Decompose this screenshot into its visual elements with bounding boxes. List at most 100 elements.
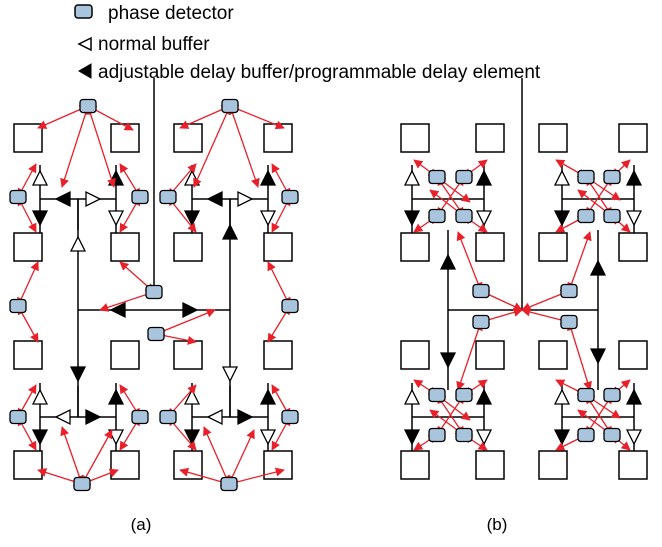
phase-detector [577,169,595,185]
sink-box [13,232,43,262]
adjustable-buffer [54,190,71,208]
phase-detector [577,208,595,224]
normal-buffer [69,235,87,252]
phase-arrow [267,261,291,307]
adjustable-buffer [31,210,49,227]
sink-box [475,232,505,262]
sink-box [110,232,140,262]
phase-detector [145,284,163,300]
phase-detector [560,283,578,299]
phase-detector [455,169,473,185]
adjustable-buffer [403,429,421,446]
normal-buffer [553,169,571,186]
clock-tree-b [400,78,648,480]
phase-detector [79,98,97,114]
phase-detector [9,189,27,205]
sink-box [400,123,430,153]
caption-a: (a) [131,515,152,534]
legend-normal-buffer: normal buffer [98,34,210,55]
phase-detector [9,409,27,425]
adjustable-buffer [85,408,102,426]
normal-buffer [403,388,421,405]
phase-detector [220,476,238,492]
adjustable-buffer [439,352,457,369]
sink-box [263,232,293,262]
normal-buffer [403,169,421,186]
sink-box [263,340,293,370]
phase-arrow [567,231,592,292]
phase-detector [577,427,595,443]
phase-detector [428,169,446,185]
adjustable-buffer [589,348,607,365]
phase-arrow [228,105,260,188]
adjustable-buffer [625,169,643,186]
adjustable-buffer [182,301,199,319]
adjustable-buffer [31,429,49,446]
adjustable-buffer [475,388,493,405]
phase-detector [455,427,473,443]
sink-box [475,450,505,480]
normal-buffer [221,366,239,383]
adjustable-buffer [625,388,643,405]
phase-detector [159,409,177,425]
phase-arrow [228,429,255,485]
phase-arrow [155,308,216,336]
sink-box [618,232,648,262]
normal-buffer [107,210,125,227]
phase-detector [159,189,177,205]
sink-box [475,123,505,153]
adjustable-buffer [69,366,87,383]
sink-box [400,450,430,480]
sink-box [13,340,43,370]
phase-arrow [81,429,113,485]
adjustable-buffer-icon [78,63,92,79]
phase-detector [221,98,239,114]
normal-buffer [475,210,493,227]
adjustable-buffer [403,210,421,227]
phase-detector [577,387,595,403]
normal-buffer [553,388,571,405]
phase-detector [603,208,621,224]
phase-detector [73,476,91,492]
adjustable-buffer [475,169,493,186]
phase-detector [472,283,490,299]
normal-buffer [54,408,71,426]
adjustable-buffer [553,210,571,227]
sink-box [400,340,430,370]
sink-box [538,340,568,370]
legend: phase detector normal buffer adjustable … [74,3,541,83]
phase-detector [428,427,446,443]
sink-box [263,450,293,480]
adjustable-buffer [183,210,201,227]
sink-box [475,340,505,370]
phase-detector [281,189,299,205]
phase-detector [131,189,149,205]
normal-buffer [31,169,49,186]
adjustable-buffer [206,190,223,208]
phase-detector-icon [74,4,93,19]
sink-box [618,123,648,153]
sink-box [13,450,43,480]
sink-box [13,123,43,153]
sink-box [263,123,293,153]
phase-arrow [99,290,155,312]
phase-arrow [203,426,230,485]
normal-buffer [625,429,643,446]
sink-box [538,450,568,480]
sink-box [618,340,648,370]
phase-arrow [229,104,285,130]
phase-detector [603,169,621,185]
sink-box [173,123,203,153]
adjustable-buffer [221,223,239,240]
phase-detector [560,314,578,330]
phase-detector [9,298,27,314]
phase-detector [472,314,490,330]
sink-box [400,232,430,262]
sink-box [538,232,568,262]
normal-buffer [259,429,277,446]
phase-detector [455,208,473,224]
normal-buffer [625,210,643,227]
phase-detector [455,387,473,403]
adjustable-buffer [553,429,571,446]
